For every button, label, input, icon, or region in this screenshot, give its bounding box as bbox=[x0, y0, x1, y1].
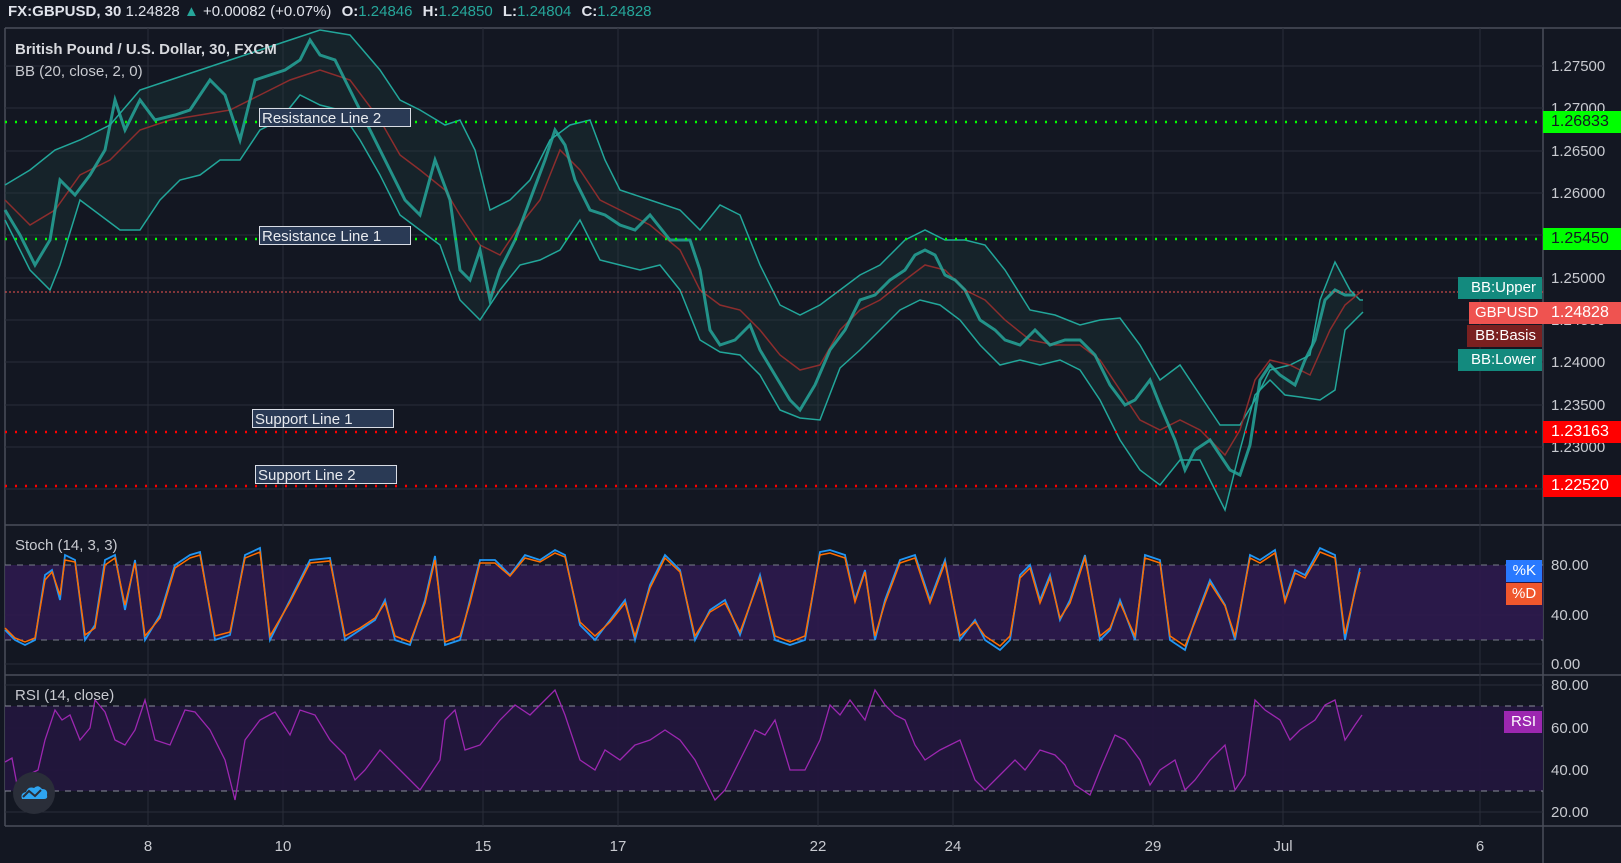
time-tick: 29 bbox=[1144, 838, 1162, 855]
rsi-tick: 40.00 bbox=[1551, 762, 1589, 779]
bb-lower-tag: BB:Lower bbox=[1458, 349, 1542, 371]
price-tick: 1.25000 bbox=[1551, 270, 1606, 287]
rsi-pane bbox=[4, 684, 1543, 813]
sr-lines bbox=[5, 120, 1543, 488]
price-tick: 1.26000 bbox=[1551, 185, 1606, 202]
open-label: O: bbox=[341, 3, 359, 20]
tradingview-logo[interactable] bbox=[13, 772, 55, 814]
support-line-1-label[interactable]: Support Line 1 bbox=[252, 409, 394, 428]
bb-basis-tag: BB:Basis bbox=[1467, 325, 1542, 347]
up-arrow-icon: ▲ bbox=[183, 3, 199, 20]
low-label: L: bbox=[502, 3, 518, 20]
support-line-2-label[interactable]: Support Line 2 bbox=[255, 465, 397, 484]
stoch-k-tag: %K bbox=[1506, 560, 1542, 582]
close-value: 1.24828 bbox=[597, 3, 652, 20]
stoch-pane bbox=[4, 546, 1543, 665]
stoch-tick: 80.00 bbox=[1551, 557, 1589, 574]
bb-legend[interactable]: BB (20, close, 2, 0) bbox=[15, 63, 143, 80]
high-label: H: bbox=[422, 3, 439, 20]
symbol-tag: GBPUSD bbox=[1469, 302, 1543, 324]
bb-upper-tag: BB:Upper bbox=[1458, 277, 1542, 299]
time-tick: 8 bbox=[143, 838, 153, 855]
last-price: 1.24828 bbox=[125, 3, 180, 20]
resistance-line-2-label[interactable]: Resistance Line 2 bbox=[259, 108, 411, 127]
time-tick: 22 bbox=[809, 838, 827, 855]
time-tick: 24 bbox=[944, 838, 962, 855]
stoch-d-tag: %D bbox=[1506, 583, 1542, 605]
symbol-label[interactable]: FX:GBPUSD, 30 bbox=[8, 3, 122, 20]
open-value: 1.24846 bbox=[358, 3, 413, 20]
price-tick: 1.26500 bbox=[1551, 143, 1606, 160]
stoch-tick: 40.00 bbox=[1551, 607, 1589, 624]
last-price-tag: 1.24828 bbox=[1543, 302, 1621, 324]
resistance-1-price-tag: 1.25450 bbox=[1543, 228, 1621, 250]
time-tick: 6 bbox=[1475, 838, 1485, 855]
price-tick: 1.23000 bbox=[1551, 439, 1606, 456]
price-tick: 1.27500 bbox=[1551, 58, 1606, 75]
price-tick: 1.24000 bbox=[1551, 354, 1606, 371]
rsi-legend[interactable]: RSI (14, close) bbox=[15, 687, 115, 704]
symbol-header: FX:GBPUSD, 30 1.24828 ▲ +0.00082 (+0.07%… bbox=[8, 2, 652, 24]
price-candles bbox=[3, 37, 1355, 478]
close-label: C: bbox=[581, 3, 598, 20]
support-2-price-tag: 1.22520 bbox=[1543, 475, 1621, 497]
stoch-legend[interactable]: Stoch (14, 3, 3) bbox=[15, 537, 118, 554]
resistance-line-1-label[interactable]: Resistance Line 1 bbox=[259, 226, 411, 245]
bollinger-bands bbox=[4, 29, 1364, 513]
price-tick: 1.23500 bbox=[1551, 397, 1606, 414]
rsi-tag: RSI bbox=[1504, 711, 1542, 733]
rsi-tick: 20.00 bbox=[1551, 804, 1589, 821]
rsi-tick: 60.00 bbox=[1551, 720, 1589, 737]
stoch-tick: 0.00 bbox=[1551, 656, 1581, 673]
rsi-tick: 80.00 bbox=[1551, 677, 1589, 694]
time-tick: 17 bbox=[609, 838, 627, 855]
high-value: 1.24850 bbox=[438, 3, 493, 20]
resistance-2-price-tag: 1.26833 bbox=[1543, 111, 1621, 133]
main-pane-title: British Pound / U.S. Dollar, 30, FXCM bbox=[15, 41, 277, 58]
low-value: 1.24804 bbox=[517, 3, 572, 20]
time-tick: Jul bbox=[1273, 838, 1293, 855]
support-1-price-tag: 1.23163 bbox=[1543, 421, 1621, 443]
price-change: +0.00082 (+0.07%) bbox=[202, 3, 332, 20]
cloud-chart-icon bbox=[21, 786, 48, 799]
time-tick: 15 bbox=[474, 838, 492, 855]
time-tick: 10 bbox=[274, 838, 292, 855]
